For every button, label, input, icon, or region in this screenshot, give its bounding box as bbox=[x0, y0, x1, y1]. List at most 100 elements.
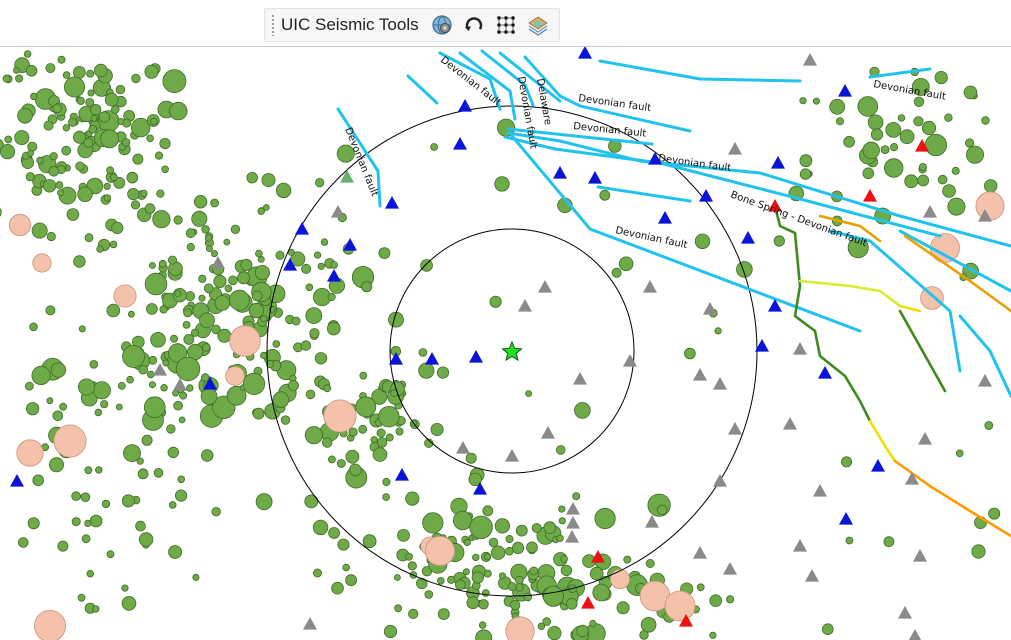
well-marker-gray[interactable] bbox=[456, 441, 470, 454]
earthquake-marker[interactable] bbox=[884, 537, 894, 547]
earthquake-marker[interactable] bbox=[479, 622, 486, 629]
large-event-marker[interactable] bbox=[665, 591, 695, 621]
earthquake-marker[interactable] bbox=[56, 182, 63, 189]
earthquake-marker[interactable] bbox=[58, 541, 68, 551]
earthquake-marker[interactable] bbox=[396, 428, 403, 435]
large-event-marker[interactable] bbox=[226, 367, 245, 386]
earthquake-marker[interactable] bbox=[145, 65, 158, 78]
earthquake-marker[interactable] bbox=[107, 551, 114, 558]
earthquake-marker[interactable] bbox=[31, 93, 38, 100]
well-marker-gray[interactable] bbox=[793, 539, 807, 552]
earthquake-marker[interactable] bbox=[516, 525, 527, 536]
well-marker-blue[interactable] bbox=[658, 211, 672, 224]
well-marker-gray[interactable] bbox=[923, 205, 937, 218]
earthquake-marker[interactable] bbox=[482, 590, 489, 597]
earthquake-marker[interactable] bbox=[47, 398, 53, 404]
earthquake-marker[interactable] bbox=[935, 71, 947, 83]
earthquake-marker[interactable] bbox=[431, 423, 443, 435]
earthquake-marker[interactable] bbox=[200, 313, 215, 328]
earthquake-marker[interactable] bbox=[160, 138, 170, 148]
well-marker-blue[interactable] bbox=[741, 231, 755, 244]
earthquake-marker[interactable] bbox=[697, 584, 704, 591]
well-marker-blue[interactable] bbox=[839, 512, 853, 525]
earthquake-marker[interactable] bbox=[168, 447, 179, 458]
earthquake-marker[interactable] bbox=[74, 256, 86, 268]
earthquake-marker[interactable] bbox=[153, 211, 170, 228]
well-marker-blue[interactable] bbox=[453, 137, 467, 150]
earthquake-marker[interactable] bbox=[25, 382, 33, 390]
earthquake-marker[interactable] bbox=[463, 569, 469, 575]
well-marker-gray[interactable] bbox=[713, 377, 727, 390]
earthquake-marker[interactable] bbox=[328, 456, 335, 463]
earthquake-marker[interactable] bbox=[46, 64, 55, 73]
earthquake-marker[interactable] bbox=[318, 263, 324, 269]
earthquake-marker[interactable] bbox=[495, 519, 509, 533]
earthquake-marker[interactable] bbox=[905, 175, 918, 188]
earthquake-marker[interactable] bbox=[544, 522, 556, 534]
earthquake-marker[interactable] bbox=[173, 390, 179, 396]
earthquake-marker[interactable] bbox=[145, 204, 155, 214]
layers-button[interactable] bbox=[525, 12, 551, 38]
earthquake-marker[interactable] bbox=[5, 136, 12, 143]
earthquake-marker[interactable] bbox=[526, 391, 532, 397]
earthquake-marker[interactable] bbox=[131, 201, 139, 209]
earthquake-marker[interactable] bbox=[252, 291, 262, 301]
earthquake-marker[interactable] bbox=[306, 390, 315, 399]
well-marker-gray[interactable] bbox=[908, 629, 922, 640]
earthquake-marker[interactable] bbox=[179, 417, 185, 423]
earthquake-marker[interactable] bbox=[346, 450, 359, 463]
earthquake-marker[interactable] bbox=[159, 260, 166, 267]
earthquake-marker[interactable] bbox=[215, 296, 230, 311]
earthquake-marker[interactable] bbox=[918, 175, 929, 186]
earthquake-marker[interactable] bbox=[408, 562, 416, 570]
earthquake-marker[interactable] bbox=[26, 65, 37, 76]
earthquake-marker[interactable] bbox=[846, 537, 853, 544]
earthquake-marker[interactable] bbox=[183, 321, 190, 328]
earthquake-marker[interactable] bbox=[161, 384, 168, 391]
earthquake-marker[interactable] bbox=[81, 493, 90, 502]
earthquake-marker[interactable] bbox=[169, 502, 176, 509]
earthquake-marker[interactable] bbox=[890, 143, 897, 150]
large-event-marker[interactable] bbox=[33, 254, 51, 272]
earthquake-marker[interactable] bbox=[512, 542, 523, 553]
earthquake-marker[interactable] bbox=[495, 177, 510, 192]
earthquake-marker[interactable] bbox=[27, 150, 33, 156]
well-marker-blue[interactable] bbox=[553, 166, 567, 179]
well-marker-blue[interactable] bbox=[395, 468, 409, 481]
earthquake-marker[interactable] bbox=[241, 259, 252, 270]
well-marker-gray[interactable] bbox=[905, 472, 919, 485]
earthquake-marker[interactable] bbox=[176, 357, 200, 381]
well-marker-gray[interactable] bbox=[803, 53, 817, 66]
earthquake-marker[interactable] bbox=[483, 506, 493, 516]
earthquake-marker[interactable] bbox=[484, 554, 490, 560]
earthquake-marker[interactable] bbox=[868, 115, 883, 130]
earthquake-marker[interactable] bbox=[985, 422, 993, 430]
well-marker-blue[interactable] bbox=[578, 47, 592, 59]
earthquake-marker[interactable] bbox=[945, 114, 953, 122]
earthquake-marker[interactable] bbox=[276, 183, 291, 198]
earthquake-marker[interactable] bbox=[184, 334, 194, 344]
earthquake-marker[interactable] bbox=[68, 118, 76, 126]
earthquake-marker[interactable] bbox=[324, 385, 331, 392]
earthquake-marker[interactable] bbox=[406, 553, 413, 560]
well-marker-blue[interactable] bbox=[771, 156, 785, 169]
earthquake-marker[interactable] bbox=[379, 406, 400, 427]
earthquake-marker[interactable] bbox=[26, 403, 38, 415]
well-marker-red[interactable] bbox=[863, 189, 877, 202]
earthquake-marker[interactable] bbox=[261, 316, 267, 322]
earthquake-marker[interactable] bbox=[484, 570, 491, 577]
earthquake-marker[interactable] bbox=[28, 142, 37, 151]
earthquake-marker[interactable] bbox=[85, 234, 93, 242]
earthquake-marker[interactable] bbox=[590, 567, 603, 580]
earthquake-marker[interactable] bbox=[111, 106, 119, 114]
earthquake-marker[interactable] bbox=[116, 85, 125, 94]
earthquake-marker[interactable] bbox=[162, 166, 169, 173]
earthquake-marker[interactable] bbox=[313, 569, 321, 577]
large-event-marker[interactable] bbox=[114, 285, 136, 307]
earthquake-marker[interactable] bbox=[508, 583, 516, 591]
earthquake-marker[interactable] bbox=[900, 130, 914, 144]
earthquake-marker[interactable] bbox=[91, 115, 97, 121]
earthquake-marker[interactable] bbox=[151, 332, 166, 347]
earthquake-marker[interactable] bbox=[58, 56, 65, 63]
earthquake-marker[interactable] bbox=[137, 458, 143, 464]
